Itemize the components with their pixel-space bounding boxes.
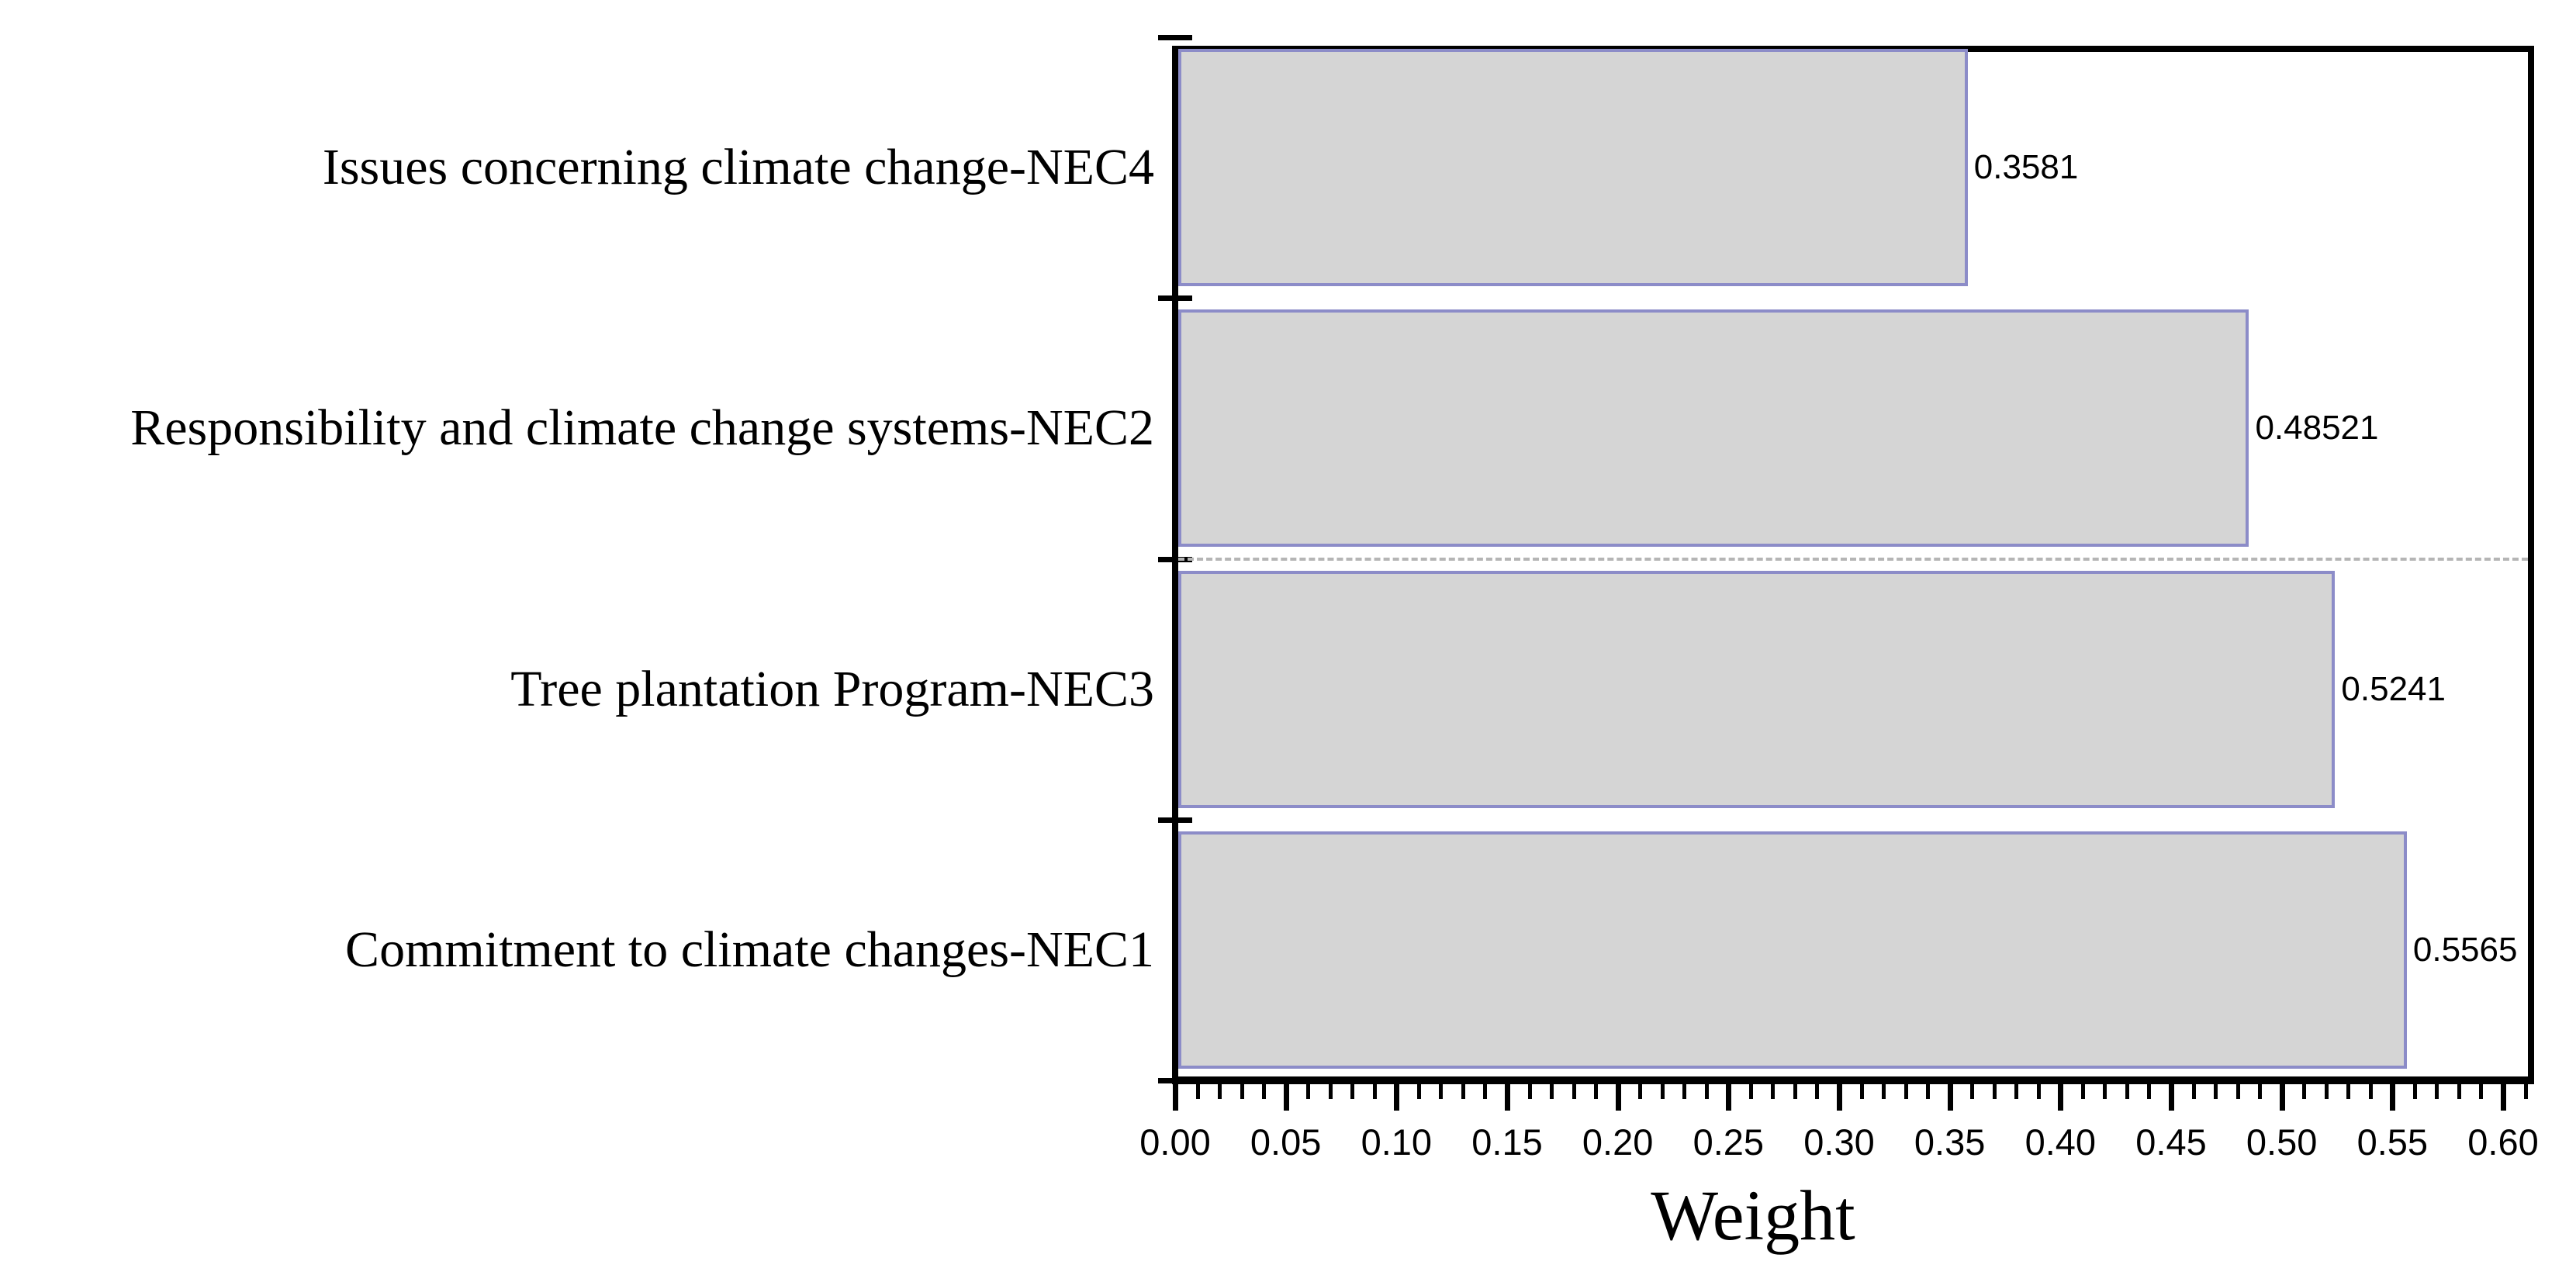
x-axis-major-tick bbox=[2169, 1084, 2174, 1111]
x-axis-minor-tick bbox=[2036, 1084, 2041, 1099]
x-axis-minor-tick bbox=[2435, 1084, 2439, 1099]
x-axis-tick-label: 0.50 bbox=[2246, 1121, 2318, 1163]
x-axis-minor-tick bbox=[2457, 1084, 2461, 1099]
x-axis-tick-label: 0.35 bbox=[1914, 1121, 1986, 1163]
x-axis-minor-tick bbox=[2103, 1084, 2107, 1099]
x-axis-minor-tick bbox=[2080, 1084, 2085, 1099]
x-axis-minor-tick bbox=[1527, 1084, 1532, 1099]
x-axis-minor-tick bbox=[2147, 1084, 2152, 1099]
x-axis-minor-tick bbox=[1483, 1084, 1488, 1099]
x-axis-title: Weight bbox=[1651, 1176, 1855, 1255]
x-axis-major-tick bbox=[2279, 1084, 2285, 1111]
x-axis-minor-tick bbox=[1903, 1084, 1908, 1099]
x-axis-minor-tick bbox=[2302, 1084, 2307, 1099]
x-axis-tick-label: 0.00 bbox=[1139, 1121, 1211, 1163]
x-axis-tick-label: 0.45 bbox=[2135, 1121, 2207, 1163]
bar-value-label: 0.5565 bbox=[2412, 930, 2518, 969]
x-axis-minor-tick bbox=[2191, 1084, 2196, 1099]
y-axis-tick bbox=[1158, 1078, 1192, 1083]
x-axis-major-tick bbox=[1283, 1084, 1289, 1111]
x-axis-minor-tick bbox=[1461, 1084, 1465, 1099]
x-axis-major-tick bbox=[1505, 1084, 1510, 1111]
dashed-gridline bbox=[1178, 557, 2528, 561]
x-axis-minor-tick bbox=[1660, 1084, 1665, 1099]
x-axis-minor-tick bbox=[2324, 1084, 2329, 1099]
bar bbox=[1178, 49, 1968, 287]
x-axis-minor-tick bbox=[1594, 1084, 1599, 1099]
x-axis-minor-tick bbox=[1328, 1084, 1333, 1099]
x-axis-minor-tick bbox=[2214, 1084, 2218, 1099]
x-axis-minor-tick bbox=[2479, 1084, 2484, 1099]
x-axis-minor-tick bbox=[2125, 1084, 2129, 1099]
y-axis-tick bbox=[1158, 35, 1192, 40]
plot-area bbox=[1172, 46, 2534, 1084]
x-axis-minor-tick bbox=[1439, 1084, 1444, 1099]
x-axis-tick-label: 0.05 bbox=[1250, 1121, 1322, 1163]
x-axis-minor-tick bbox=[1372, 1084, 1377, 1099]
x-axis-minor-tick bbox=[2014, 1084, 2019, 1099]
x-axis-minor-tick bbox=[1638, 1084, 1643, 1099]
x-axis-minor-tick bbox=[1550, 1084, 1554, 1099]
x-axis-minor-tick bbox=[1882, 1084, 1886, 1099]
x-axis-tick-label: 0.55 bbox=[2356, 1121, 2429, 1163]
x-axis-minor-tick bbox=[1859, 1084, 1864, 1099]
x-axis-tick-label: 0.30 bbox=[1803, 1121, 1875, 1163]
category-label: Issues concerning climate change-NEC4 bbox=[322, 139, 1154, 196]
category-label: Tree plantation Program-NEC3 bbox=[510, 660, 1154, 717]
bar-value-label: 0.3581 bbox=[1973, 148, 2079, 187]
x-axis-major-tick bbox=[2058, 1084, 2064, 1111]
x-axis-minor-tick bbox=[1416, 1084, 1421, 1099]
x-axis-minor-tick bbox=[1350, 1084, 1355, 1099]
x-axis-tick-label: 0.15 bbox=[1471, 1121, 1543, 1163]
x-axis-minor-tick bbox=[1992, 1084, 1997, 1099]
x-axis-major-tick bbox=[2390, 1084, 2396, 1111]
x-axis-major-tick bbox=[1947, 1084, 1953, 1111]
x-axis-major-tick bbox=[2501, 1084, 2506, 1111]
category-label: Commitment to climate changes-NEC1 bbox=[345, 921, 1154, 978]
x-axis-major-tick bbox=[1837, 1084, 1842, 1111]
x-axis-tick-label: 0.60 bbox=[2467, 1121, 2539, 1163]
x-axis-minor-tick bbox=[1771, 1084, 1776, 1099]
x-axis-minor-tick bbox=[2412, 1084, 2417, 1099]
x-axis-major-tick bbox=[1615, 1084, 1621, 1111]
x-axis-minor-tick bbox=[1926, 1084, 1931, 1099]
x-axis-minor-tick bbox=[1306, 1084, 1311, 1099]
x-axis-major-tick bbox=[1726, 1084, 1732, 1111]
x-axis-minor-tick bbox=[1682, 1084, 1687, 1099]
x-axis-minor-tick bbox=[2523, 1084, 2528, 1099]
x-axis-minor-tick bbox=[1572, 1084, 1576, 1099]
x-axis-tick-label: 0.10 bbox=[1361, 1121, 1433, 1163]
x-axis-minor-tick bbox=[2346, 1084, 2351, 1099]
x-axis-minor-tick bbox=[1748, 1084, 1753, 1099]
bar bbox=[1178, 570, 2336, 808]
x-axis-minor-tick bbox=[2235, 1084, 2240, 1099]
y-axis-tick bbox=[1158, 295, 1192, 302]
category-label: Responsibility and climate change system… bbox=[130, 399, 1154, 457]
x-axis-tick-label: 0.20 bbox=[1582, 1121, 1654, 1163]
x-axis-minor-tick bbox=[1240, 1084, 1244, 1099]
bar-value-label: 0.5241 bbox=[2341, 669, 2446, 708]
x-axis-minor-tick bbox=[1218, 1084, 1222, 1099]
bar-value-label: 0.48521 bbox=[2255, 409, 2379, 447]
x-axis-minor-tick bbox=[2258, 1084, 2263, 1099]
x-axis-minor-tick bbox=[1793, 1084, 1797, 1099]
x-axis-major-tick bbox=[1394, 1084, 1400, 1111]
x-axis-tick-label: 0.40 bbox=[2024, 1121, 2097, 1163]
y-axis-tick bbox=[1158, 556, 1192, 562]
bar bbox=[1178, 309, 2249, 548]
x-axis-major-tick bbox=[1173, 1084, 1178, 1111]
x-axis-minor-tick bbox=[1704, 1084, 1709, 1099]
x-axis-minor-tick bbox=[1195, 1084, 1200, 1099]
x-axis-minor-tick bbox=[2368, 1084, 2373, 1099]
x-axis-minor-tick bbox=[1815, 1084, 1820, 1099]
y-axis-tick bbox=[1158, 817, 1192, 823]
x-axis-minor-tick bbox=[1970, 1084, 1975, 1099]
x-axis-tick-label: 0.25 bbox=[1693, 1121, 1765, 1163]
x-axis-minor-tick bbox=[1262, 1084, 1267, 1099]
bar bbox=[1178, 831, 2407, 1069]
